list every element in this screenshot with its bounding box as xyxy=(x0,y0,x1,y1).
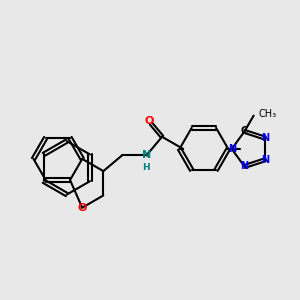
Text: N: N xyxy=(142,150,151,161)
Text: N: N xyxy=(261,133,269,143)
Text: H: H xyxy=(142,163,150,172)
Text: O: O xyxy=(77,203,87,213)
Text: CH₃: CH₃ xyxy=(258,109,276,119)
Text: N: N xyxy=(228,144,236,154)
Text: N: N xyxy=(240,161,248,172)
Text: N: N xyxy=(261,155,269,165)
Text: C: C xyxy=(241,126,248,136)
Text: O: O xyxy=(145,116,154,126)
